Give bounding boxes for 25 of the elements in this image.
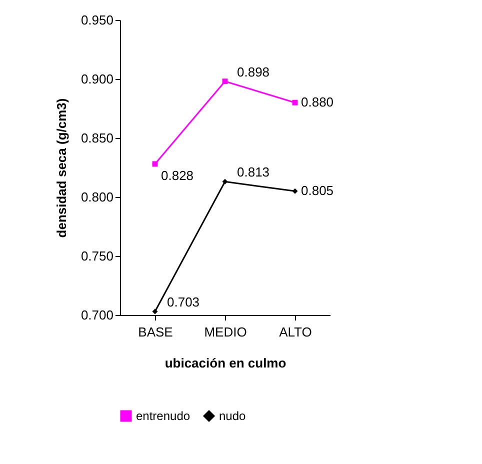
point bbox=[222, 78, 228, 84]
legend-label: nudo bbox=[219, 409, 246, 423]
x-tick-label: ALTO bbox=[279, 324, 312, 340]
point bbox=[292, 100, 298, 106]
y-tick-label: 0.700 bbox=[80, 308, 114, 322]
x-tick-label: BASE bbox=[138, 324, 174, 340]
y-axis-title: densidad seca (g/cm3) bbox=[54, 98, 69, 238]
point bbox=[222, 178, 228, 184]
y-tick-label: 0.950 bbox=[80, 12, 114, 28]
data-label: 0.898 bbox=[237, 64, 270, 80]
data-label: 0.828 bbox=[161, 168, 194, 183]
point bbox=[152, 308, 158, 314]
y-tick-label: 0.900 bbox=[80, 72, 114, 86]
legend-label: entrenudo bbox=[136, 409, 190, 423]
x-axis-title: ubicación en culmo bbox=[164, 356, 286, 370]
data-label: 0.813 bbox=[237, 164, 270, 180]
point bbox=[292, 188, 298, 194]
x-tick-label: MEDIO bbox=[204, 324, 247, 340]
point bbox=[152, 161, 158, 167]
y-tick-label: 0.800 bbox=[80, 190, 114, 204]
y-tick-label: 0.850 bbox=[80, 130, 114, 146]
data-label: 0.805 bbox=[301, 183, 334, 198]
data-label: 0.703 bbox=[167, 294, 200, 310]
data-label: 0.880 bbox=[301, 94, 334, 110]
y-tick-label: 0.750 bbox=[80, 248, 114, 264]
